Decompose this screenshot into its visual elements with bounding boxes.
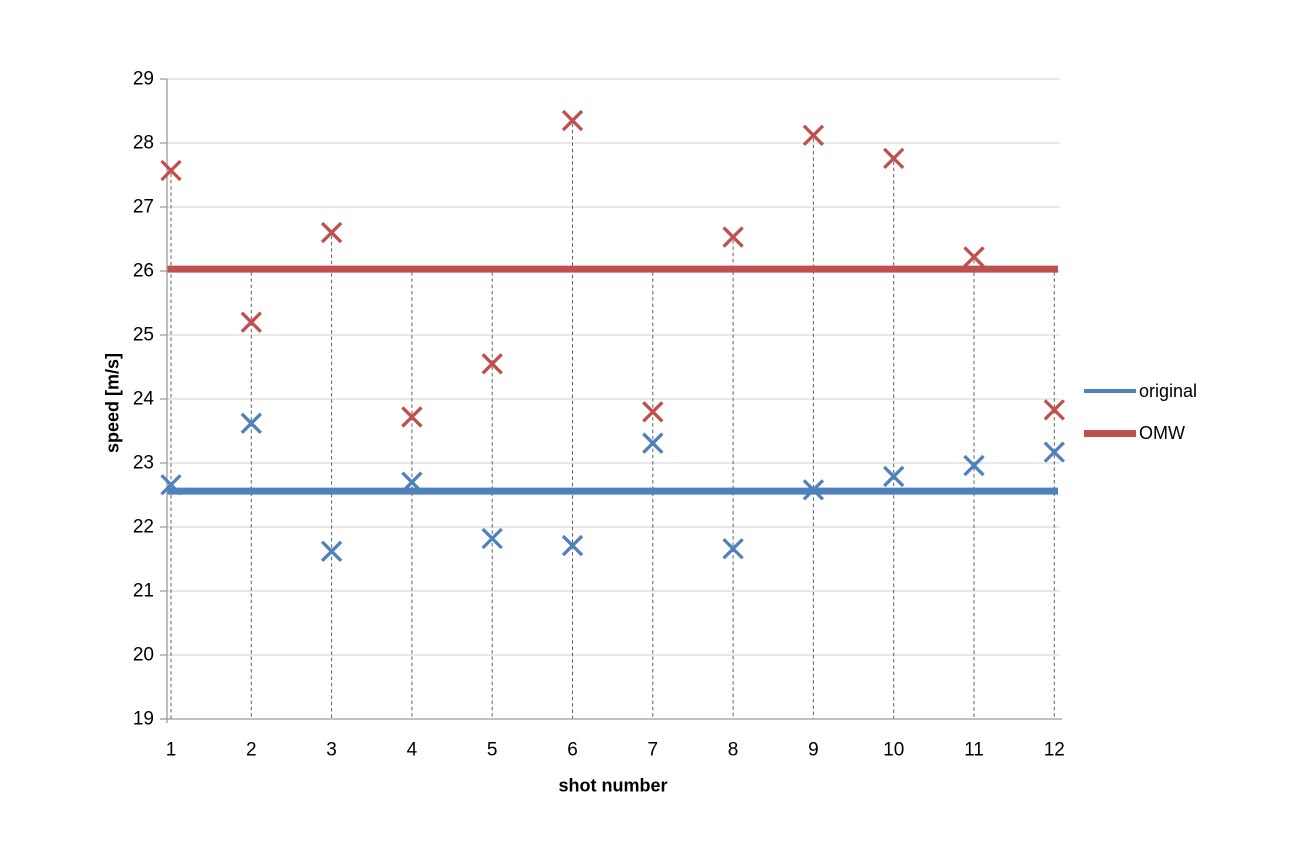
x-tick-label: 3 (326, 740, 337, 761)
y-tick-label: 24 (133, 389, 155, 410)
marker-x (481, 353, 503, 375)
marker-x (561, 109, 584, 132)
original-line-swatch (1084, 389, 1136, 393)
y-tick-label: 19 (133, 709, 154, 730)
legend-label-omw: OMW (1139, 422, 1185, 443)
x-tick-label: 2 (246, 740, 257, 761)
y-tick-label: 28 (133, 133, 154, 154)
legend: original OMW (1084, 379, 1197, 463)
marker-x (642, 401, 664, 423)
marker-x (722, 226, 744, 248)
x-tick-label: 7 (648, 740, 659, 761)
x-tick-label: 12 (1044, 740, 1065, 761)
marker-x (883, 465, 905, 488)
marker-x (401, 471, 423, 493)
marker-x (963, 454, 985, 477)
y-tick-label: 29 (133, 69, 154, 90)
marker-x (722, 538, 744, 560)
marker-x (802, 479, 825, 501)
y-tick-label: 27 (133, 197, 154, 218)
y-tick-label: 26 (133, 261, 154, 282)
y-axis-title: speed [m/s] (102, 352, 123, 454)
y-tick-label: 23 (133, 453, 154, 474)
legend-label-original: original (1139, 380, 1198, 401)
y-tick-label: 20 (133, 645, 154, 666)
x-tick-label: 11 (964, 740, 984, 761)
x-tick-label: 5 (487, 740, 498, 761)
marker-x (320, 540, 343, 562)
marker-x (481, 527, 503, 550)
marker-x (240, 412, 262, 434)
omw-line-swatch (1084, 429, 1136, 437)
y-tick-label: 25 (133, 325, 154, 346)
marker-x (963, 246, 985, 268)
marker-x (1043, 399, 1065, 421)
marker-x (561, 534, 584, 557)
x-tick-label: 9 (808, 740, 819, 761)
legend-item-omw: OMW (1084, 421, 1197, 445)
marker-x (802, 124, 825, 146)
marker-x (320, 221, 343, 244)
marker-x (160, 159, 182, 182)
y-tick-label: 21 (133, 581, 154, 602)
marker-x (1043, 441, 1065, 463)
y-tick-label: 22 (133, 517, 154, 538)
x-axis-title: shot number (558, 775, 668, 796)
marker-x (883, 147, 905, 170)
x-tick-label: 6 (567, 740, 578, 761)
marker-x (401, 406, 423, 428)
marker-x (240, 311, 262, 333)
x-tick-label: 4 (407, 740, 418, 761)
marker-x (642, 432, 664, 454)
marker-x (160, 474, 182, 496)
x-tick-label: 1 (166, 740, 177, 761)
x-tick-label: 8 (728, 740, 739, 761)
x-tick-label: 10 (883, 740, 904, 761)
legend-item-original: original (1084, 379, 1197, 403)
